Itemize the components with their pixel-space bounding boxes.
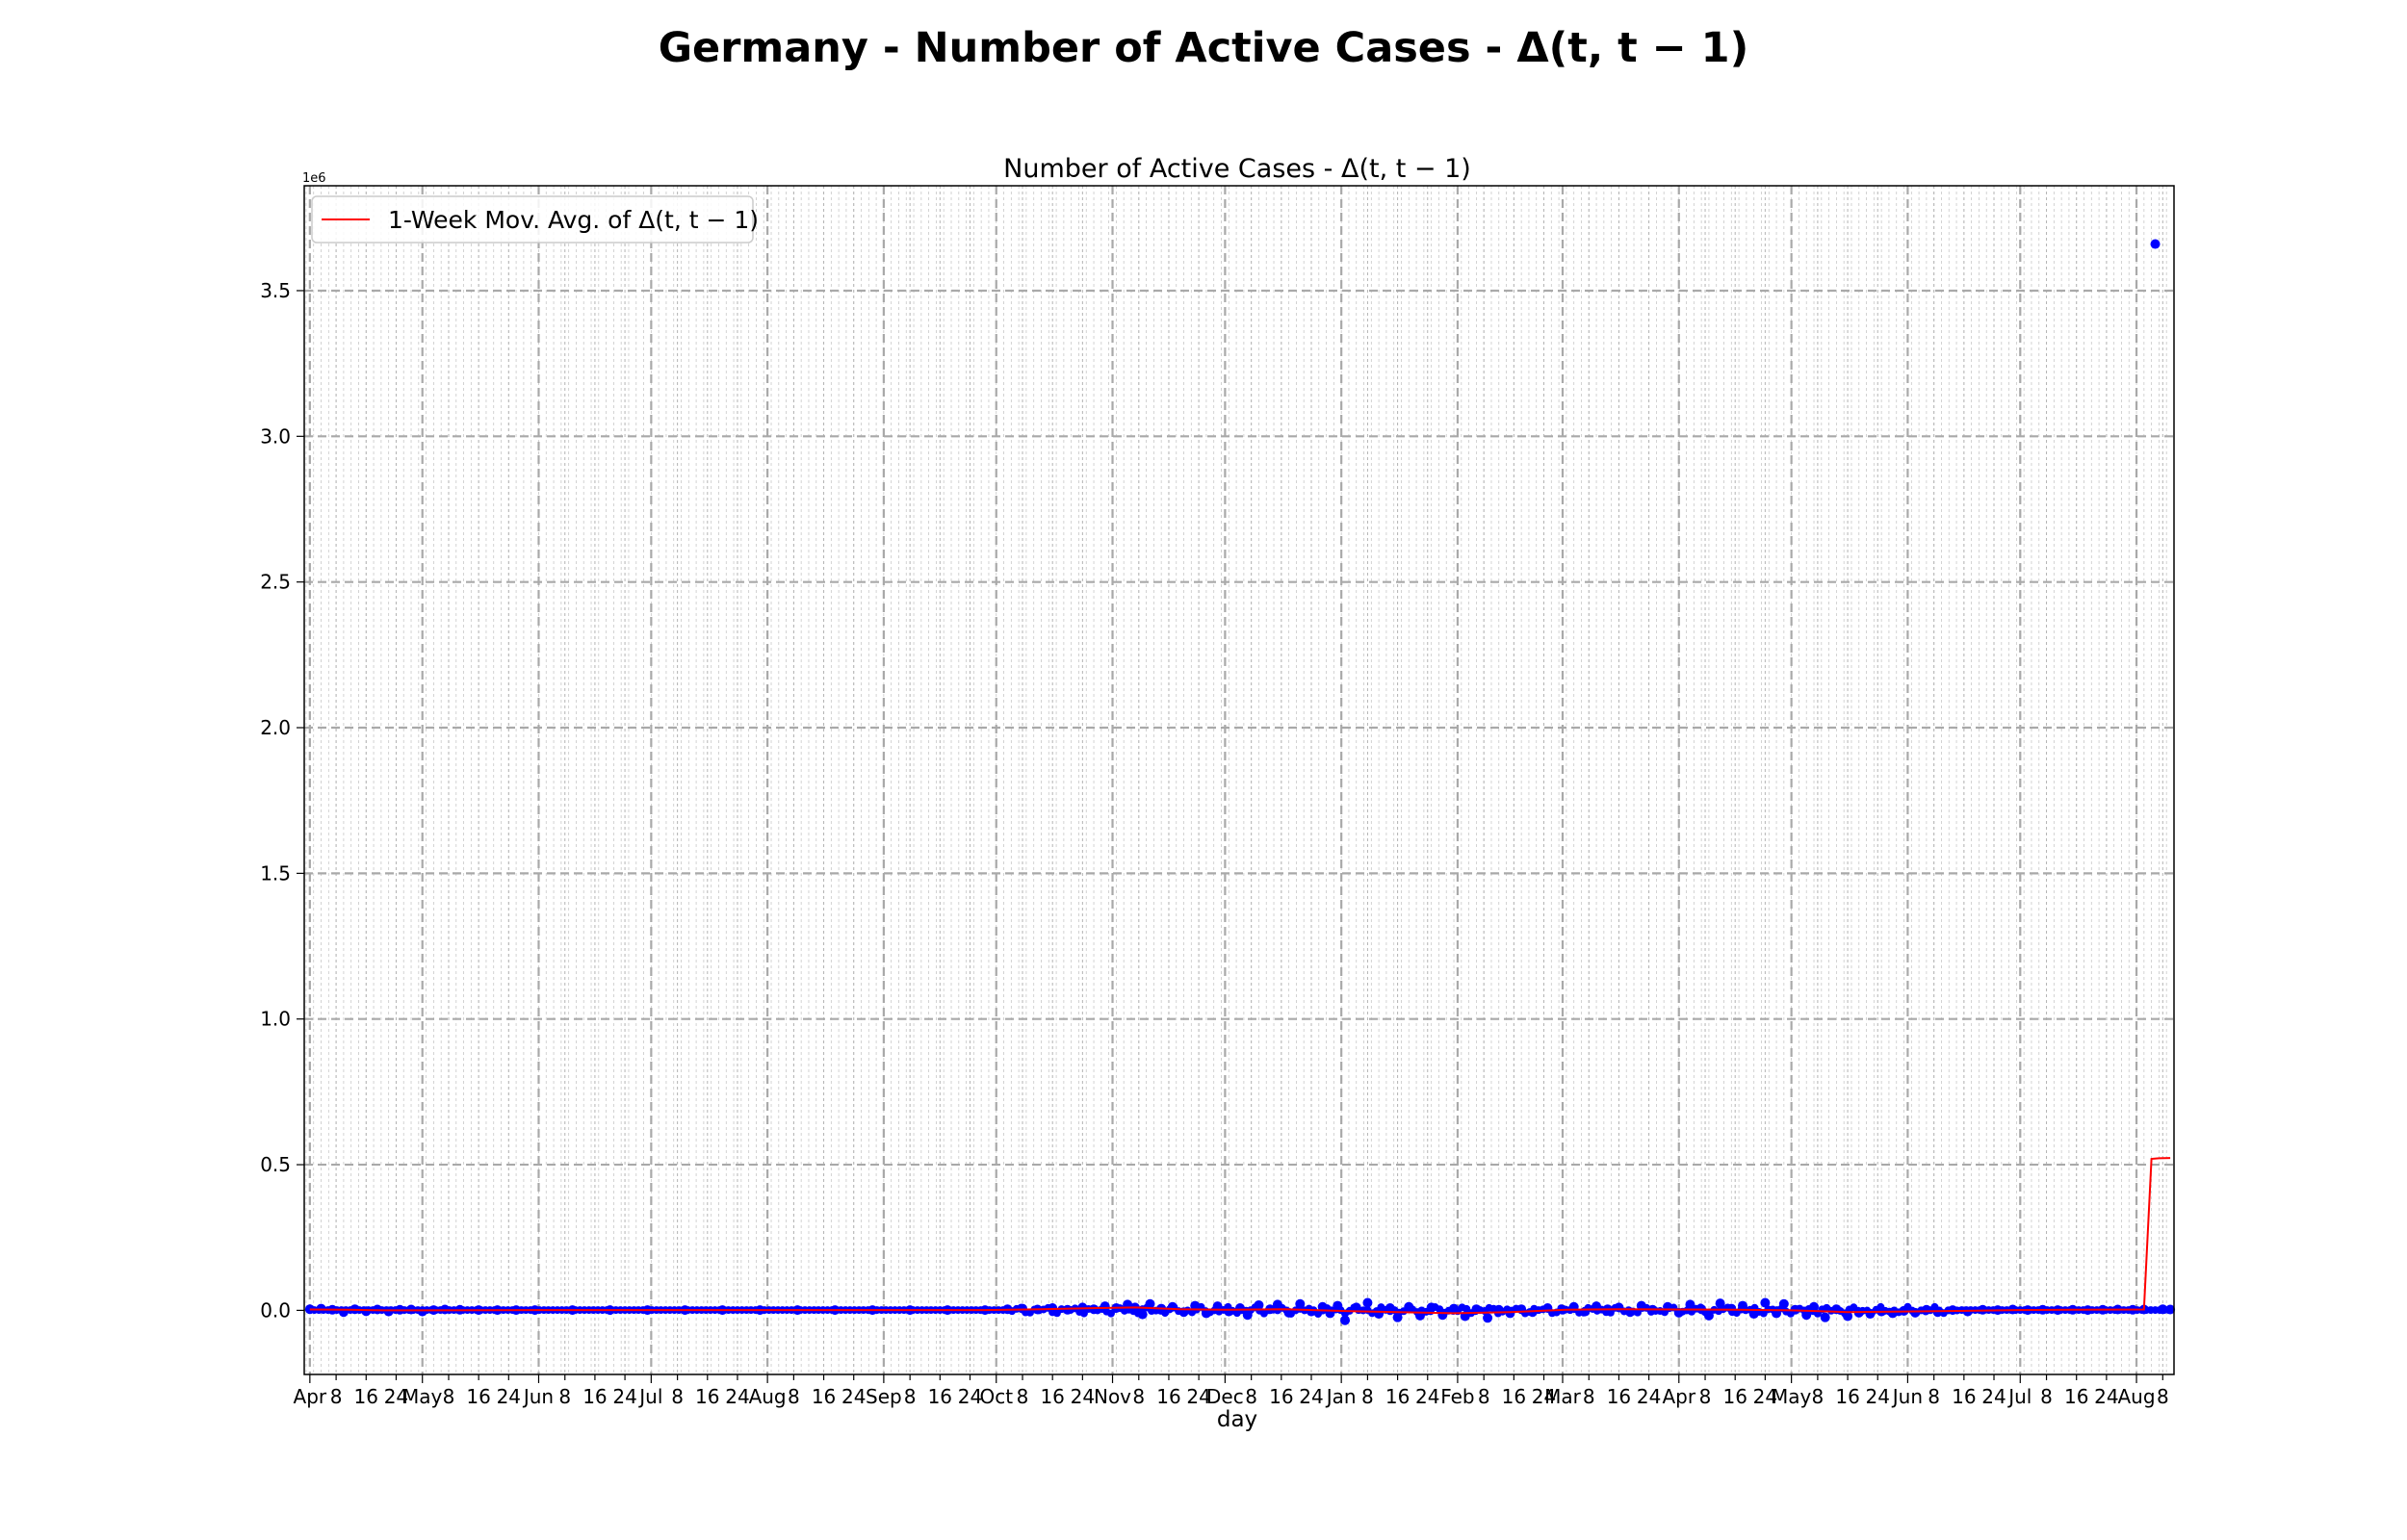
- x-tick-label: 8: [1245, 1385, 1257, 1408]
- y-tick-label: 1.5: [260, 861, 291, 885]
- x-tick-label: 24: [1981, 1385, 2006, 1408]
- axes-title: Number of Active Cases - Δ(t, t − 1): [1003, 154, 1471, 184]
- x-tick-label: 8: [1928, 1385, 1940, 1408]
- x-tick-label: Jun: [522, 1385, 554, 1408]
- x-tick-label: 24: [384, 1385, 408, 1408]
- minor-gridlines: [305, 186, 2175, 1374]
- major-gridlines: [304, 186, 2174, 1374]
- x-tick-label: 24: [841, 1385, 866, 1408]
- x-tick-label: 24: [1071, 1385, 1095, 1408]
- x-tick-label: 16: [582, 1385, 607, 1408]
- x-tick-label: 24: [1299, 1385, 1323, 1408]
- x-tick-label: 8: [904, 1385, 917, 1408]
- x-tick-label: 24: [958, 1385, 982, 1408]
- x-tick-label: 24: [2094, 1385, 2118, 1408]
- x-tick-label: 24: [497, 1385, 521, 1408]
- scatter-point: [1340, 1315, 1351, 1325]
- x-tick-label: 16: [1607, 1385, 1631, 1408]
- chart-title: Germany - Number of Active Cases - Δ(t, …: [659, 24, 1749, 72]
- x-tick-label: 24: [612, 1385, 636, 1408]
- x-tick-label: May: [1772, 1385, 1812, 1408]
- y-tick-label: 3.0: [260, 424, 291, 448]
- scatter-point: [2164, 1306, 2173, 1315]
- x-tick-label: 8: [2040, 1385, 2053, 1408]
- x-tick-label: 16: [1502, 1385, 1526, 1408]
- x-tick-label: 24: [1866, 1385, 1890, 1408]
- x-tick-label: 8: [558, 1385, 571, 1408]
- scatter-point: [1362, 1297, 1373, 1308]
- x-tick-label: Jul: [637, 1385, 662, 1408]
- scatter-point: [1483, 1313, 1493, 1323]
- y-tick-label: 3.5: [260, 279, 291, 302]
- x-tick-label: 16: [1722, 1385, 1747, 1408]
- x-tick-label: 16: [354, 1385, 378, 1408]
- y-tick-label: 2.0: [260, 716, 291, 739]
- x-tick-label: Jan: [1325, 1385, 1357, 1408]
- x-tick-label: 16: [1269, 1385, 1293, 1408]
- x-tick-label: Oct: [979, 1385, 1013, 1408]
- x-tick-label: 8: [1699, 1385, 1712, 1408]
- x-tick-label: Aug: [2118, 1385, 2156, 1408]
- y-scale-label: 1e6: [302, 171, 326, 186]
- x-tick-label: 8: [1583, 1385, 1595, 1408]
- x-tick-label: 24: [725, 1385, 749, 1408]
- legend-box: [311, 195, 754, 244]
- x-tick-label: 24: [1637, 1385, 1661, 1408]
- x-tick-label: 8: [1478, 1385, 1490, 1408]
- x-tick-label: Sep: [866, 1385, 902, 1408]
- x-tick-label: 8: [2157, 1385, 2169, 1408]
- x-tick-label: 16: [928, 1385, 952, 1408]
- x-tick-label: 16: [1385, 1385, 1410, 1408]
- x-tick-label: 16: [2064, 1385, 2088, 1408]
- x-tick-label: Feb: [1440, 1385, 1474, 1408]
- x-tick-label: 16: [466, 1385, 490, 1408]
- x-tick-label: Aug: [749, 1385, 787, 1408]
- y-tick-label: 1.0: [260, 1008, 291, 1031]
- x-tick-label: 8: [443, 1385, 455, 1408]
- x-tick-label: Jul: [2006, 1385, 2032, 1408]
- y-tick-label: 0.0: [260, 1298, 291, 1322]
- x-tick-label: Apr: [294, 1385, 327, 1408]
- x-tick-label: 8: [788, 1385, 800, 1408]
- legend: 1-Week Mov. Avg. of Δ(t, t − 1): [311, 195, 759, 244]
- y-tick-label: 0.5: [260, 1153, 291, 1176]
- moving-average-line: [309, 1157, 2171, 1315]
- y-tick-label: 2.5: [260, 571, 291, 594]
- x-tick-label: 24: [1186, 1385, 1210, 1408]
- x-tick-label: 16: [695, 1385, 719, 1408]
- x-tick-label: 16: [1156, 1385, 1180, 1408]
- x-tick-label: 24: [1753, 1385, 1777, 1408]
- x-tick-label: 8: [671, 1385, 684, 1408]
- scatter-point: [1820, 1312, 1830, 1322]
- axes-frame: [303, 185, 2175, 1375]
- scatter-point: [2150, 239, 2161, 249]
- x-tick-label: 16: [1952, 1385, 1976, 1408]
- x-tick-label: 24: [1415, 1385, 1439, 1408]
- scatter-point: [1760, 1297, 1771, 1308]
- moving-average-series: [309, 1157, 2171, 1315]
- x-tick-label: Jun: [1891, 1385, 1923, 1408]
- x-tick-label: Mar: [1544, 1385, 1582, 1408]
- legend-label: 1-Week Mov. Avg. of Δ(t, t − 1): [388, 206, 759, 234]
- plot-area-border: [303, 185, 2175, 1375]
- x-tick-label: 16: [812, 1385, 836, 1408]
- x-tick-label: 8: [1132, 1385, 1145, 1408]
- x-tick-label: 16: [1835, 1385, 1859, 1408]
- x-tick-label: 8: [1812, 1385, 1825, 1408]
- x-tick-label: 8: [1361, 1385, 1374, 1408]
- x-tick-label: 8: [1017, 1385, 1029, 1408]
- x-axis-label: day: [1217, 1407, 1257, 1432]
- y-axis-ticks: 0.0 0.5 1.0 1.5 2.0 2.5 3.0 3.5: [260, 279, 304, 1322]
- x-tick-label: 8: [330, 1385, 343, 1408]
- x-tick-label: 16: [1040, 1385, 1064, 1408]
- x-tick-label: Apr: [1662, 1385, 1695, 1408]
- x-tick-label: Dec: [1206, 1385, 1244, 1408]
- x-tick-label: Nov: [1094, 1385, 1131, 1408]
- x-tick-label: 24: [1532, 1385, 1556, 1408]
- x-tick-label: May: [402, 1385, 443, 1408]
